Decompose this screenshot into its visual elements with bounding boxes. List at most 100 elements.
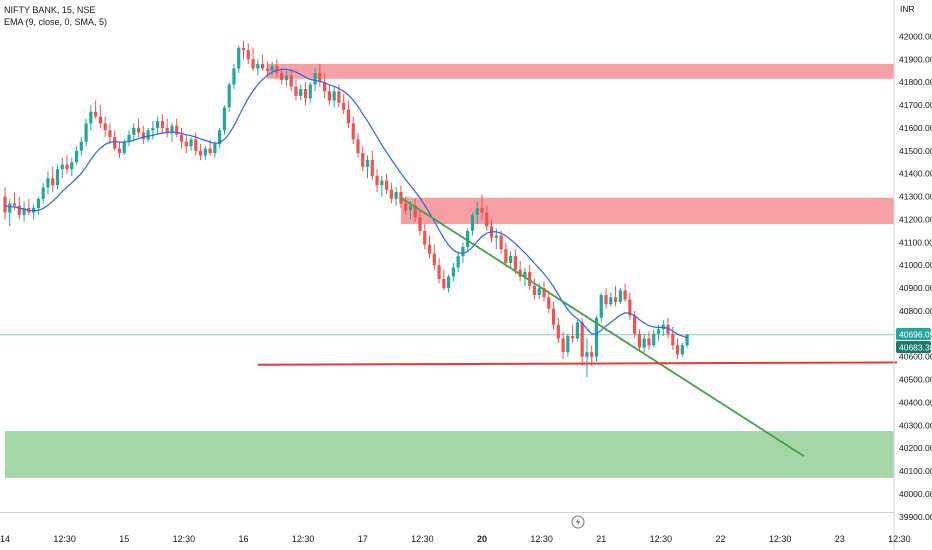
replay-lightning-icon[interactable] xyxy=(571,515,585,529)
candle-body xyxy=(299,89,303,96)
candle xyxy=(256,59,260,76)
drawings xyxy=(257,196,897,457)
candle xyxy=(32,203,36,220)
price-tick-label: 41300.00 xyxy=(899,192,932,202)
candle xyxy=(3,187,7,220)
candle-body xyxy=(442,278,446,289)
candle-body xyxy=(456,256,460,268)
price-tick-label: 40000.00 xyxy=(899,489,932,499)
candle xyxy=(637,329,642,353)
candle xyxy=(308,82,312,103)
candle xyxy=(652,329,656,348)
candle-body xyxy=(89,111,93,124)
candle xyxy=(146,127,150,142)
candle xyxy=(179,127,184,149)
candle-body xyxy=(46,178,50,188)
candle xyxy=(375,169,379,193)
zones xyxy=(5,63,895,478)
candle-body xyxy=(103,123,107,131)
candle-body xyxy=(361,153,365,167)
price-tick-label: 39900.00 xyxy=(899,512,932,522)
candle-body xyxy=(346,109,351,124)
candle xyxy=(79,137,83,156)
candle-body xyxy=(194,139,198,151)
candle xyxy=(332,86,336,108)
time-tick-label: 23 xyxy=(835,534,845,544)
candle xyxy=(609,292,613,307)
candle-body xyxy=(318,73,322,83)
chart-legend: NIFTY BANK, 15, NSE EMA (9, close, 0, SM… xyxy=(4,4,107,28)
candle xyxy=(580,317,584,366)
candle-body xyxy=(8,203,12,213)
candle-body xyxy=(237,47,241,69)
candle xyxy=(8,198,12,227)
price-tick-label: 41600.00 xyxy=(899,123,932,133)
candle xyxy=(551,301,556,330)
candle-body xyxy=(642,338,646,348)
candle-body xyxy=(36,198,40,209)
candle-body xyxy=(413,205,417,218)
candle xyxy=(22,201,26,222)
candle-body xyxy=(51,178,55,186)
support-line xyxy=(257,361,897,366)
candle-body xyxy=(680,345,684,355)
candle-body xyxy=(633,315,637,334)
price-tick-label: 41900.00 xyxy=(899,54,932,64)
candle-body xyxy=(380,180,384,186)
candle-body xyxy=(246,50,250,60)
candle xyxy=(141,125,145,144)
candle-body xyxy=(275,66,279,74)
ema-line xyxy=(4,68,688,339)
candle-body xyxy=(208,148,212,154)
candle xyxy=(680,342,684,357)
candle-body xyxy=(604,294,608,305)
candle xyxy=(385,173,389,195)
candle xyxy=(299,84,303,101)
trendline xyxy=(400,196,805,457)
price-tick-label: 41500.00 xyxy=(899,146,932,156)
candle xyxy=(365,155,370,179)
time-tick-label: 15 xyxy=(119,534,129,544)
candle-body xyxy=(466,230,470,247)
candle xyxy=(160,114,165,133)
candle xyxy=(203,146,207,160)
symbol-title[interactable]: NIFTY BANK, 15, NSE xyxy=(4,5,96,15)
candle-body xyxy=(509,256,513,263)
candle-body xyxy=(609,297,613,305)
candle-body xyxy=(675,345,680,355)
candle xyxy=(456,251,460,273)
candle-body xyxy=(156,121,160,128)
candle xyxy=(98,105,102,128)
candle-body xyxy=(141,132,145,140)
candle-body xyxy=(499,235,503,250)
candle xyxy=(389,182,393,204)
price-badges: 40696.05 40683.38 xyxy=(896,328,932,353)
ema-value-label: 40683.38 xyxy=(899,343,932,353)
candle xyxy=(461,242,465,263)
candle xyxy=(427,235,432,259)
candle-body xyxy=(547,297,551,309)
candle-body xyxy=(322,82,327,92)
candle-body xyxy=(94,111,98,117)
candle xyxy=(685,333,689,348)
candle-body xyxy=(623,290,627,300)
candle-body xyxy=(671,333,675,346)
candle xyxy=(623,283,627,302)
candle xyxy=(432,244,436,270)
candle-body xyxy=(365,159,370,167)
candle xyxy=(451,262,455,282)
price-tick-label: 40500.00 xyxy=(899,375,932,385)
candle xyxy=(70,157,74,176)
candle xyxy=(260,54,265,71)
candle-body xyxy=(256,63,260,69)
candle-body xyxy=(189,139,193,147)
candle-body xyxy=(370,159,374,176)
candle-body xyxy=(65,164,69,170)
candle xyxy=(46,171,50,195)
indicator-title[interactable]: EMA (9, close, 0, SMA, 5) xyxy=(4,17,108,27)
candle xyxy=(232,63,236,90)
candle xyxy=(117,141,122,158)
candle xyxy=(84,118,88,147)
candle xyxy=(60,157,64,179)
